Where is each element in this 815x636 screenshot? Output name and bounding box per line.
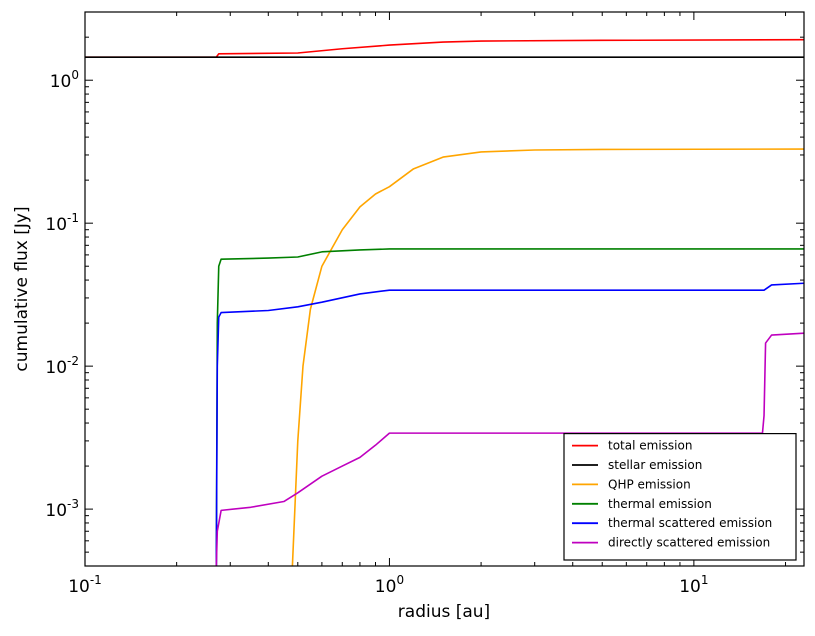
legend-entry: QHP emission bbox=[608, 477, 691, 491]
y-axis-label: cumulative flux [Jy] bbox=[12, 206, 32, 371]
x-tick-label: 100 bbox=[375, 573, 404, 597]
x-tick-label: 10-1 bbox=[68, 573, 102, 597]
y-tick-label: 100 bbox=[50, 68, 79, 92]
legend-entry: stellar emission bbox=[608, 458, 702, 472]
legend-entry: thermal emission bbox=[608, 497, 712, 511]
series-line-total-emission bbox=[85, 38, 804, 58]
plot-frame bbox=[84, 11, 805, 567]
series-line-QHP-emission bbox=[291, 148, 804, 566]
series-line-thermal-emission bbox=[215, 248, 804, 566]
ticks-layer bbox=[84, 11, 804, 567]
legend: total emission stellar emission QHP emissi… bbox=[563, 433, 797, 561]
legend-entry: total emission bbox=[608, 439, 692, 453]
series-line-directly-scattered-emission bbox=[215, 332, 804, 566]
legend-entry: thermal scattered emission bbox=[608, 516, 772, 530]
x-tick-label: 101 bbox=[679, 573, 708, 597]
legend-frame bbox=[563, 433, 797, 561]
legend-entry: directly scattered emission bbox=[608, 536, 770, 550]
tick-labels-layer: 10-1 100 101 10-3 10-2 10-1 100 bbox=[45, 68, 708, 597]
y-tick-label: 10-3 bbox=[45, 497, 79, 521]
y-tick-label: 10-2 bbox=[45, 354, 79, 378]
series-layer bbox=[85, 38, 804, 566]
y-tick-label: 10-1 bbox=[45, 211, 79, 235]
x-axis-label: radius [au] bbox=[398, 602, 490, 622]
series-line-thermal-scattered-emission bbox=[215, 282, 804, 566]
